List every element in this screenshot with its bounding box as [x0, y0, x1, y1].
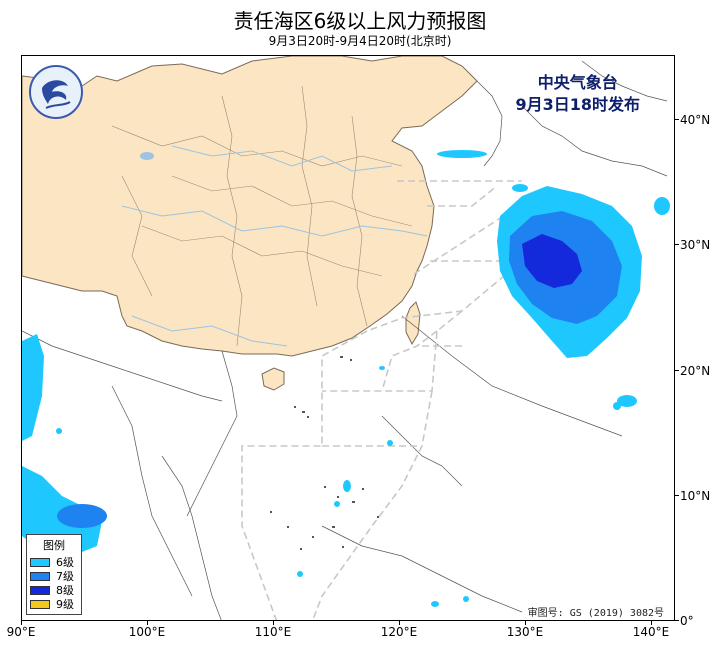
legend-item-level9: 9级 — [30, 597, 78, 611]
china-land — [22, 56, 478, 357]
hainan-island — [261, 367, 285, 391]
legend-label: 6级 — [56, 556, 74, 569]
map-subtitle: 9月3日20时-9月4日20时(北京时) — [268, 34, 452, 48]
legend-title: 图例 — [43, 539, 65, 552]
y-tick-mark — [675, 244, 679, 245]
legend-item-level6: 6级 — [30, 555, 78, 569]
y-tick-label: 40°N — [680, 113, 711, 127]
x-tick-mark — [651, 621, 652, 625]
legend-swatch — [30, 599, 50, 609]
x-tick-label: 140°E — [632, 625, 670, 639]
x-tick-mark — [147, 621, 148, 625]
x-tick-mark — [399, 621, 400, 625]
map-canvas — [22, 56, 670, 620]
province-boundaries — [111, 85, 413, 347]
legend-item-level8: 8级 — [30, 583, 78, 597]
y-tick-label: 10°N — [680, 489, 711, 503]
y-tick-mark — [675, 370, 679, 371]
legend-swatch — [30, 557, 50, 567]
x-tick-label: 130°E — [506, 625, 544, 639]
y-tick-label: 30°N — [680, 238, 711, 252]
legend-swatch — [30, 585, 50, 595]
y-tick-label: 0° — [680, 614, 694, 628]
se-asia-coastlines — [22, 330, 523, 620]
taiwan-island — [405, 301, 421, 346]
map-title: 责任海区6级以上风力预报图 — [233, 9, 487, 33]
y-tick-mark — [675, 495, 679, 496]
approval-number: 审图号: GS (2019) 3082号 — [527, 604, 664, 619]
small-islands — [270, 356, 379, 550]
cma-logo — [29, 65, 83, 119]
y-tick-mark — [675, 620, 679, 621]
y-tick-label: 20°N — [680, 364, 711, 378]
x-tick-label: 110°E — [254, 625, 292, 639]
legend-swatch — [30, 571, 50, 581]
legend-item-level7: 7级 — [30, 569, 78, 583]
rivers — [121, 145, 428, 347]
neighbor-coastlines — [401, 60, 668, 437]
x-tick-mark — [21, 621, 22, 625]
y-tick-mark — [675, 119, 679, 120]
issue-time: 9月3日18时发布 — [515, 95, 640, 114]
legend-label: 8级 — [56, 584, 74, 597]
forecast-zones — [241, 180, 523, 620]
legend-label: 7级 — [56, 570, 74, 583]
legend: 图例 6级 7级 8级 9级 — [26, 534, 82, 615]
x-tick-label: 90°E — [6, 625, 36, 639]
x-tick-mark — [525, 621, 526, 625]
legend-label: 9级 — [56, 598, 74, 611]
map-area: 中央气象台 9月3日18时发布 图例 6级 7级 8级 9级 审图号: GS (… — [21, 55, 675, 621]
wind-area-level8 — [522, 234, 582, 288]
x-tick-label: 120°E — [380, 625, 418, 639]
agency-name: 中央气象台 — [537, 73, 618, 92]
lake — [140, 152, 154, 160]
x-tick-mark — [273, 621, 274, 625]
issuing-agency: 中央气象台 9月3日18时发布 — [515, 72, 640, 116]
x-tick-label: 100°E — [128, 625, 166, 639]
